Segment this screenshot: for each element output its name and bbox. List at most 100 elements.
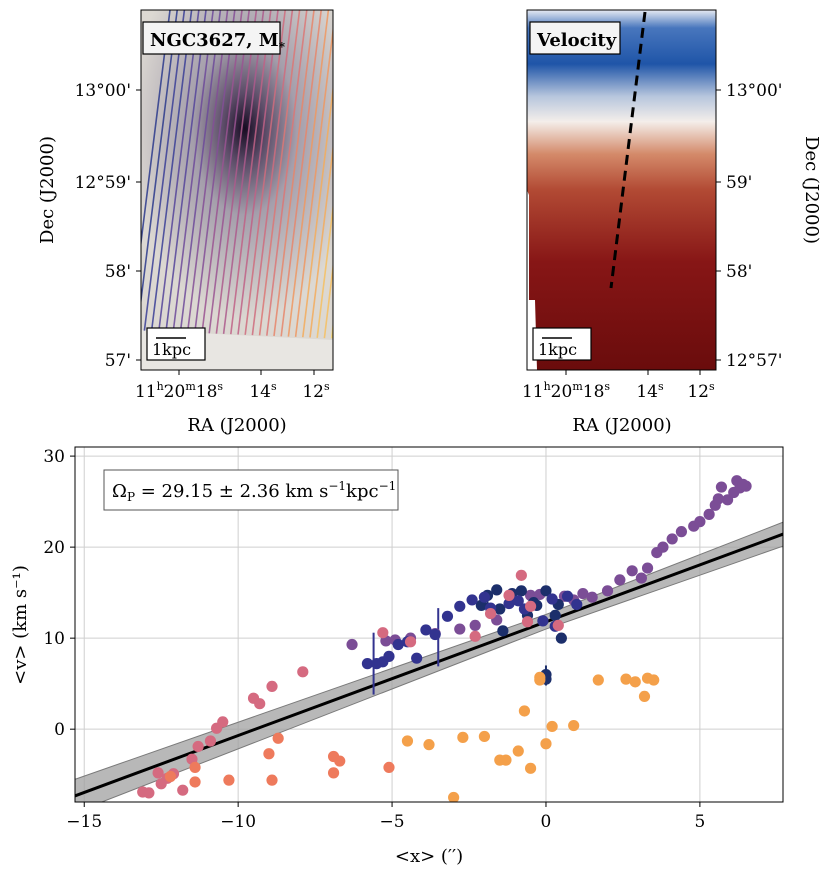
data-point xyxy=(404,636,417,648)
data-point xyxy=(601,585,614,597)
data-point xyxy=(327,767,340,779)
data-point xyxy=(648,674,660,686)
data-point xyxy=(635,572,648,584)
right-panel-label: Velocity xyxy=(536,30,617,51)
data-point xyxy=(361,658,374,670)
slit-line-icon xyxy=(302,83,333,338)
data-point xyxy=(703,508,715,520)
velocity-map xyxy=(527,10,716,370)
data-point xyxy=(540,585,552,597)
data-point xyxy=(164,770,177,783)
data-point xyxy=(500,754,512,766)
right-image-panel: Velocity 1kpc 13°00' 59' 58' 12°57' 11h2… xyxy=(522,9,822,436)
data-point xyxy=(254,698,266,710)
y-tick-label: 10 xyxy=(43,629,65,649)
left-xtick-3: 12s xyxy=(302,380,330,402)
data-point xyxy=(546,720,558,733)
slit-line-icon xyxy=(309,142,333,338)
slit-line-icon xyxy=(339,10,379,339)
slit-line-icon xyxy=(244,10,286,335)
x-tick-label: −5 xyxy=(380,812,405,832)
data-point xyxy=(715,481,728,493)
left-panel-frame xyxy=(140,9,334,371)
data-point xyxy=(503,597,515,610)
slit-line-icon xyxy=(323,260,333,339)
slit-line-icon xyxy=(208,10,250,334)
slit-line-icon xyxy=(143,10,186,331)
data-point xyxy=(143,787,155,799)
slit-line-icon xyxy=(194,10,236,333)
right-ytick-1: 13°00' xyxy=(726,81,782,101)
data-point xyxy=(614,574,626,586)
fit-line xyxy=(75,532,783,798)
data-point xyxy=(494,603,506,615)
data-point xyxy=(561,590,574,602)
data-point xyxy=(512,745,524,757)
right-panel-label-box: Velocity xyxy=(529,21,621,55)
chart-ylabel: <v> (km s⁻¹) xyxy=(10,565,31,685)
data-point xyxy=(568,719,580,732)
data-point xyxy=(448,791,460,802)
data-point xyxy=(537,615,549,627)
data-point xyxy=(712,493,724,505)
data-point xyxy=(521,616,534,628)
slit-line-icon xyxy=(258,10,301,336)
data-point xyxy=(524,600,537,612)
chart-xlabel: <x> (′′) xyxy=(395,846,463,867)
slit-line-icon xyxy=(330,320,333,339)
data-point xyxy=(620,673,632,685)
data-point xyxy=(515,569,527,581)
right-xtick-3: 12s xyxy=(687,380,715,402)
chart-frame xyxy=(74,446,784,803)
data-point xyxy=(377,627,389,639)
data-point xyxy=(592,674,604,686)
data-point xyxy=(411,652,423,664)
data-point xyxy=(546,593,558,605)
data-point xyxy=(152,767,164,779)
slit-line-icon xyxy=(237,10,279,335)
data-point xyxy=(392,638,404,651)
x-tick-label: 0 xyxy=(541,812,552,832)
slit-line-icon xyxy=(158,10,200,332)
slit-line-icon xyxy=(150,10,193,331)
x-tick-label: −10 xyxy=(220,812,256,832)
data-point xyxy=(478,591,491,603)
right-scalebar-text: 1kpc xyxy=(538,340,577,359)
data-point xyxy=(192,740,204,753)
slit-line-icon xyxy=(215,10,258,334)
data-point xyxy=(189,761,201,774)
left-ytick-2: 12°59' xyxy=(75,173,131,193)
x-tick-label: −15 xyxy=(66,812,102,832)
slit-line-icon xyxy=(165,10,207,332)
data-point xyxy=(497,625,509,637)
data-point xyxy=(177,784,189,796)
data-point xyxy=(272,732,284,744)
data-point xyxy=(524,762,537,774)
data-point xyxy=(491,584,503,596)
slit-line-icon xyxy=(294,24,333,337)
slit-line-icon xyxy=(266,10,308,336)
data-point xyxy=(346,638,358,651)
scatter-chart: −15 −10 −5 0 5 0 10 20 30 ΩP = 29.15 ± 2.36 km s… xyxy=(10,446,784,867)
data-point xyxy=(675,526,688,538)
data-point xyxy=(638,690,651,703)
data-point xyxy=(534,671,546,683)
data-point xyxy=(549,609,561,621)
slit-line-icon xyxy=(179,10,222,333)
pattern-speed-text: ΩP = 29.15 ± 2.36 km s−1kpc−1 xyxy=(112,479,396,504)
data-point xyxy=(540,738,552,750)
data-point xyxy=(155,778,167,790)
data-point xyxy=(297,666,309,678)
chart-ticks: −15 −10 −5 0 5 0 10 20 30 xyxy=(43,447,705,832)
left-scalebar: 1kpc xyxy=(146,327,206,361)
left-scalebar-text: 1kpc xyxy=(152,340,191,359)
left-ytick-3: 58' xyxy=(105,262,131,282)
right-xtick-1: 11h20m18s xyxy=(522,380,610,402)
data-point xyxy=(515,585,527,597)
data-point xyxy=(441,610,454,622)
left-ytick-4: 57' xyxy=(105,351,131,371)
data-point xyxy=(204,735,217,747)
data-point xyxy=(518,705,531,717)
slit-line-icon xyxy=(141,10,178,307)
data-point xyxy=(469,630,481,642)
